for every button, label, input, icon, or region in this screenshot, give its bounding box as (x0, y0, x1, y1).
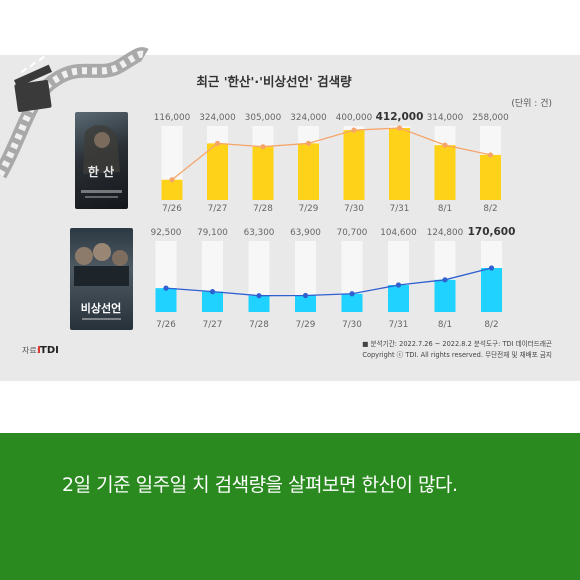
source-label: 자료: (22, 346, 39, 355)
hansan-category-label: 7/29 (299, 204, 319, 214)
hansan-poster-title: 한 산 (88, 164, 114, 179)
hansan-point (214, 140, 221, 146)
hansan-category-label: 8/2 (483, 204, 497, 214)
bisang-bar (434, 279, 456, 312)
bisang-category-label: 7/29 (296, 320, 316, 330)
bisang-point (395, 282, 402, 288)
hansan-trend-line (171, 127, 491, 181)
bisang-point (163, 285, 169, 291)
bisang-bar (248, 295, 270, 312)
charts-area: 최근 '한산'·'비상선언' 검색량 (단위 : 건) 116,000 7/26 3… (22, 74, 552, 359)
chart-title: 최근 '한산'·'비상선언' 검색량 (196, 74, 352, 89)
hansan-bar (480, 154, 501, 200)
tdi-logo: TDI (40, 345, 59, 356)
bisang-point (256, 293, 262, 299)
hansan-chart: 116,000 7/26 324,000 7/27 305,000 7/28 324,000… (154, 111, 509, 214)
bisang-track (248, 241, 270, 312)
bisang-category-label: 7/28 (249, 320, 269, 330)
hansan-bar (207, 143, 228, 200)
bisang-value-label: 170,600 (468, 226, 516, 238)
bisang-bar (341, 293, 363, 312)
hansan-category-label: 7/26 (162, 204, 182, 214)
bisang-point (442, 277, 448, 283)
bisang-category-label: 8/2 (484, 320, 498, 330)
hansan-bar (298, 143, 319, 200)
hansan-point (260, 144, 266, 150)
hansan-category-label: 7/27 (208, 204, 228, 214)
footnote-copyright: Copyright ⓒ TDI. All rights reserved. 무단… (362, 350, 552, 359)
bisang-value-label: 63,300 (244, 228, 275, 238)
hansan-point (169, 177, 175, 183)
hansan-category-label: 7/30 (344, 204, 364, 214)
hansan-category-label: 8/1 (438, 204, 452, 214)
bisang-category-label: 7/26 (156, 320, 176, 330)
bisang-value-label: 63,900 (290, 228, 321, 238)
film-decoration (0, 47, 149, 179)
bisang-point (209, 288, 216, 295)
bisang-value-label: 92,500 (151, 228, 182, 238)
hansan-poster: 한 산 (75, 112, 128, 209)
hansan-bar (389, 128, 410, 200)
bisang-value-label: 70,700 (337, 228, 368, 238)
hansan-category-label: 7/28 (253, 204, 273, 214)
footnote-period: ■ 분석기간: 2022.7.26 ~ 2022.8.2 분석도구: TDI 데… (362, 339, 552, 348)
hansan-value-label: 314,000 (427, 113, 464, 123)
bisang-category-label: 7/27 (203, 320, 223, 330)
bisang-track (295, 241, 316, 312)
bisang-category-label: 7/31 (389, 320, 409, 330)
caption-text: 2일 기준 일주일 치 검색량을 살펴보면 한산이 많다. (62, 474, 458, 496)
bisang-bar (295, 295, 316, 312)
clapperboard-icon (14, 55, 52, 112)
bisang-point (488, 265, 495, 271)
bisang-bar (202, 291, 223, 312)
bisang-point (302, 292, 309, 299)
bisang-value-label: 124,800 (427, 228, 464, 238)
hansan-value-label: 116,000 (154, 113, 191, 123)
hansan-value-label: 324,000 (199, 113, 236, 123)
hansan-category-label: 7/31 (390, 204, 410, 214)
bisang-point (349, 291, 355, 297)
bisang-value-label: 104,600 (380, 228, 417, 238)
hansan-point (351, 127, 357, 133)
hansan-point (487, 152, 494, 158)
bisang-poster-title: 비상선언 (81, 301, 121, 315)
bisang-category-label: 7/30 (342, 320, 362, 330)
bisang-bar (481, 268, 502, 312)
hansan-value-label: 324,000 (290, 113, 327, 123)
bisang-value-label: 79,100 (197, 228, 228, 238)
bisang-trend-line (165, 267, 492, 297)
unit-label: (단위 : 건) (511, 98, 552, 109)
bisang-poster: 비상선언 (70, 228, 133, 330)
hansan-point (442, 142, 448, 148)
hansan-bar (434, 145, 456, 200)
bisang-bar (388, 285, 409, 312)
hansan-value-label: 412,000 (376, 111, 424, 123)
bisang-category-label: 8/1 (438, 320, 452, 330)
caption-bar (0, 433, 580, 580)
hansan-value-label: 305,000 (245, 113, 282, 123)
hansan-value-label: 400,000 (336, 113, 373, 123)
bisang-bar (155, 288, 177, 312)
hansan-bar (343, 130, 365, 200)
hansan-point (305, 140, 312, 146)
hansan-value-label: 258,000 (472, 113, 509, 123)
hansan-point (396, 125, 403, 131)
bisang-chart: 92,500 7/26 79,100 7/27 63,300 7/28 63,900 7/29… (151, 226, 516, 330)
tdi-logo-mark (38, 346, 40, 353)
hansan-bar (161, 179, 183, 200)
hansan-bar (252, 146, 274, 200)
